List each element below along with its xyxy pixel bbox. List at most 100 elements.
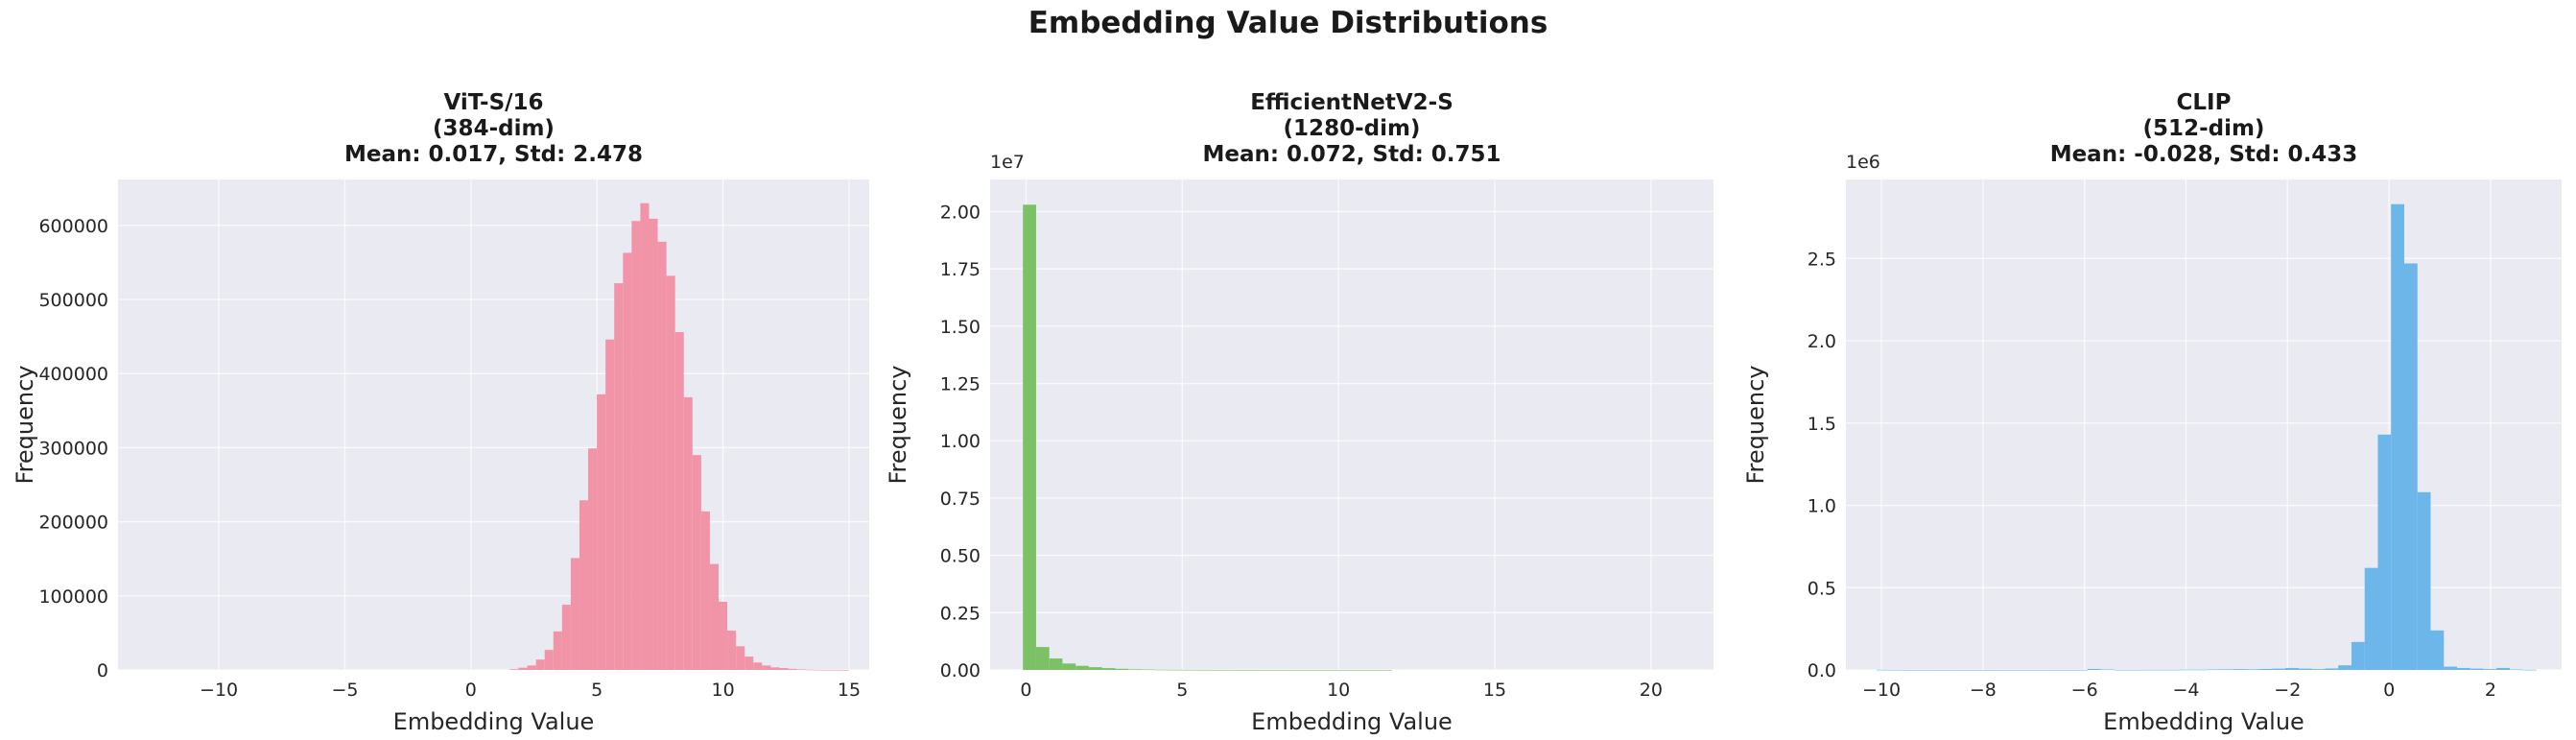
x-axis-label: Embedding Value	[1251, 708, 1453, 735]
histogram-bar	[535, 659, 545, 670]
histogram-bar	[1260, 669, 1274, 671]
y-tick-label: 2.5	[1808, 249, 1836, 270]
x-tick-label: 0	[465, 680, 477, 701]
y-axis-label: Frequency	[12, 366, 38, 485]
histogram-bar	[2417, 491, 2431, 670]
histogram-bar	[1916, 669, 1929, 671]
histogram-bar	[1352, 669, 1366, 671]
histogram-bar	[744, 656, 754, 670]
chart-panel-2: 0 5 10 15 20 0.00 0.25 0.50 0.75 1.00 1.25 1.50 1.75…	[885, 90, 1713, 735]
histogram-bar	[2510, 669, 2523, 671]
chart-panel-3: −10 −8 −6 −4 −2 0 2 0.0 0.5 1.0 1.5 2.0 2.5 1e6 Embedd…	[1742, 90, 2562, 735]
x-tick-label: −10	[1862, 680, 1901, 701]
histogram-bar	[570, 558, 579, 670]
x-tick-label: −4	[2172, 680, 2199, 701]
histogram-bar	[588, 448, 598, 670]
chart-title: ViT-S/16 (384-dim) Mean: 0.017, Std: 2.478	[344, 90, 643, 167]
histogram-bar	[509, 669, 519, 670]
x-tick-label: −6	[2071, 680, 2098, 701]
histogram-bar	[1023, 204, 1036, 670]
y-tick-label: 1.0	[1808, 496, 1836, 517]
histogram-bar	[2457, 667, 2470, 670]
histogram-bar	[2100, 669, 2115, 671]
y-tick-label: 0.25	[940, 603, 981, 624]
histogram-bar	[2325, 668, 2339, 670]
histogram-bar	[2245, 669, 2259, 670]
chart-title-line: (512-dim)	[2143, 116, 2265, 141]
y-tick-label: 1.5	[1808, 414, 1836, 435]
histogram-bar	[2127, 669, 2140, 671]
histogram-bar	[1339, 669, 1353, 671]
histogram-bar	[2180, 669, 2193, 671]
chart-title-line: (384-dim)	[433, 116, 555, 141]
histogram-bar	[1287, 669, 1300, 671]
histogram-bar	[1062, 663, 1076, 670]
histogram-bar	[1220, 669, 1235, 671]
histogram-bar	[623, 252, 632, 670]
histogram-bar	[2272, 668, 2286, 670]
x-tick-label: −5	[331, 680, 358, 701]
y-tick-label: 1.00	[940, 431, 981, 452]
histogram-bar	[683, 396, 693, 670]
histogram-bar	[1207, 669, 1221, 671]
histogram-bar	[1049, 658, 1063, 670]
histogram-bar	[657, 241, 667, 670]
histogram-bar	[1088, 667, 1102, 670]
histogram-bar	[1379, 670, 1393, 671]
histogram-bar	[2233, 669, 2246, 670]
histogram-bar	[2311, 669, 2326, 670]
y-tick-label: 0.5	[1808, 578, 1836, 599]
x-axis-label: Embedding Value	[2103, 708, 2304, 735]
histogram-bar	[1035, 647, 1050, 670]
histogram-bar	[814, 669, 823, 671]
histogram-bar	[553, 631, 562, 670]
x-axis-label: Embedding Value	[393, 708, 595, 735]
histogram-bar	[831, 669, 840, 671]
y-tick-label: 0.75	[940, 489, 981, 510]
histogram-bar	[2338, 665, 2351, 670]
histogram-bar	[719, 601, 728, 670]
histogram-bar	[2206, 669, 2220, 671]
chart-title-line: CLIP	[2177, 90, 2232, 115]
x-tick-label: 0	[2383, 680, 2395, 701]
chart-title-line: (1280-dim)	[1284, 116, 1421, 141]
histogram-bar	[700, 511, 710, 670]
histogram-bar	[2391, 203, 2404, 670]
histogram-bar	[2219, 669, 2233, 670]
histogram-bar	[2483, 669, 2497, 670]
histogram-bar	[2377, 434, 2392, 670]
histogram-bar	[1312, 669, 1327, 671]
plot-area	[1846, 179, 2562, 670]
chart-title-line: Mean: 0.072, Std: 0.751	[1202, 142, 1501, 167]
histogram-bar	[631, 221, 641, 670]
histogram-bar	[527, 665, 536, 670]
histogram-bar	[674, 332, 684, 670]
y-tick-label: 100000	[38, 586, 108, 608]
x-tick-label: 0	[1020, 680, 1031, 701]
histogram-bar	[1955, 669, 1970, 671]
histogram-bar	[796, 669, 806, 670]
histogram-bar	[736, 646, 745, 670]
histogram-bar	[1299, 669, 1313, 671]
histogram-bar	[1889, 669, 1903, 671]
chart-title: EfficientNetV2-S (1280-dim) Mean: 0.072, S…	[1202, 90, 1501, 167]
histogram-bar	[1273, 669, 1288, 671]
y-tick-label: 1.75	[940, 259, 981, 280]
histogram-bar	[692, 455, 701, 670]
histogram-bar	[2153, 669, 2167, 671]
histogram-bar	[2114, 669, 2128, 671]
histogram-bar	[2008, 669, 2022, 671]
x-tick-label: 20	[1640, 680, 1663, 701]
y-offset-label: 1e7	[990, 152, 1025, 173]
histogram-bar	[1101, 668, 1116, 670]
plot-area	[118, 179, 869, 670]
histogram-bar	[2285, 667, 2299, 670]
histogram-bar	[1902, 669, 1917, 671]
histogram-bar	[2403, 263, 2418, 670]
y-tick-label: 2.00	[940, 202, 981, 223]
y-axis-label: Frequency	[1742, 366, 1769, 485]
y-tick-label: 2.0	[1808, 331, 1836, 352]
histogram-bar	[1075, 665, 1089, 670]
histogram-bar	[1115, 668, 1129, 670]
